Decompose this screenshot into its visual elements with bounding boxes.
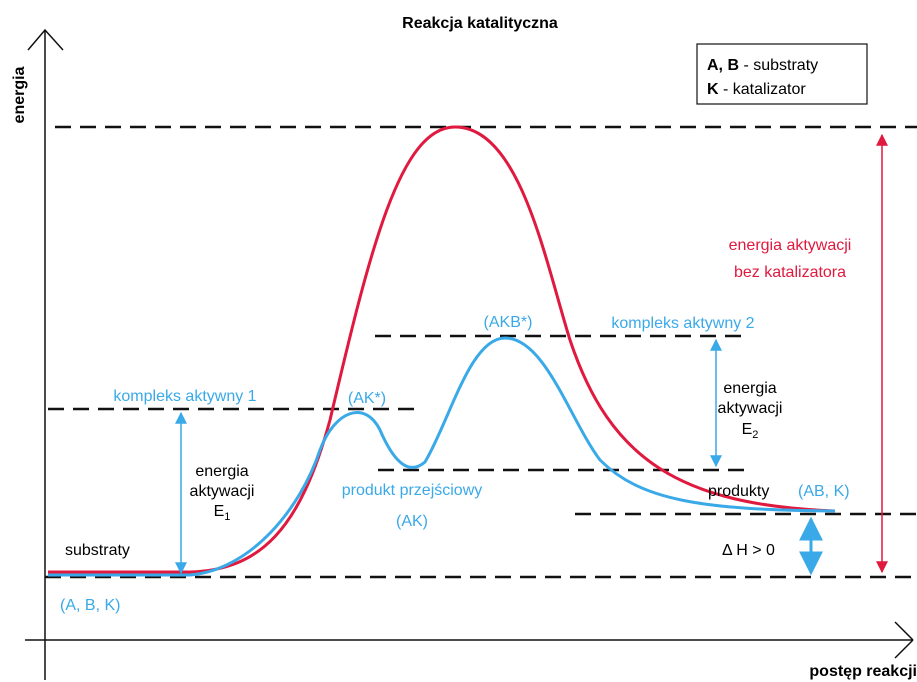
y-axis-label: energia — [11, 66, 28, 123]
label: E2 — [742, 421, 759, 441]
uncatalyzed-curve — [48, 125, 836, 574]
label: E1 — [214, 503, 231, 523]
legend-item: A, B - substraty — [707, 57, 818, 74]
dashed-levels — [45, 125, 917, 579]
catalyzed-curve — [48, 336, 836, 577]
axes — [25, 28, 914, 680]
label: produkty — [708, 483, 769, 500]
legend-item: K - katalizator — [707, 81, 806, 98]
label: (AK*) — [348, 390, 386, 407]
legend-key: A, B — [707, 57, 739, 74]
label: bez katalizatora — [734, 264, 846, 281]
label: kompleks aktywny 2 — [611, 315, 754, 332]
legend-text: - katalizator — [719, 81, 807, 98]
label: substraty — [65, 542, 130, 559]
label: E — [214, 503, 225, 520]
label: kompleks aktywny 1 — [113, 388, 256, 405]
label: produkt przejściowy — [342, 482, 483, 499]
label: (AKB*) — [484, 314, 533, 331]
legend-box — [696, 43, 868, 105]
title: Reakcja katalityczna — [402, 15, 558, 32]
subscript: 2 — [752, 429, 758, 441]
label: (AB, K) — [798, 483, 850, 500]
label: Δ H > 0 — [722, 542, 775, 559]
label: aktywacji — [190, 483, 255, 500]
x-axis-label: postęp reakcji — [809, 663, 917, 680]
label: aktywacji — [718, 400, 783, 417]
label: energia — [195, 463, 248, 480]
legend-text: - substraty — [739, 57, 818, 74]
label: E — [742, 421, 753, 438]
label: (A, B, K) — [60, 597, 120, 614]
legend-key: K — [707, 81, 719, 98]
label: energia — [723, 380, 776, 397]
label: (AK) — [396, 513, 428, 530]
label: energia aktywacji — [729, 237, 852, 254]
subscript: 1 — [224, 511, 230, 523]
